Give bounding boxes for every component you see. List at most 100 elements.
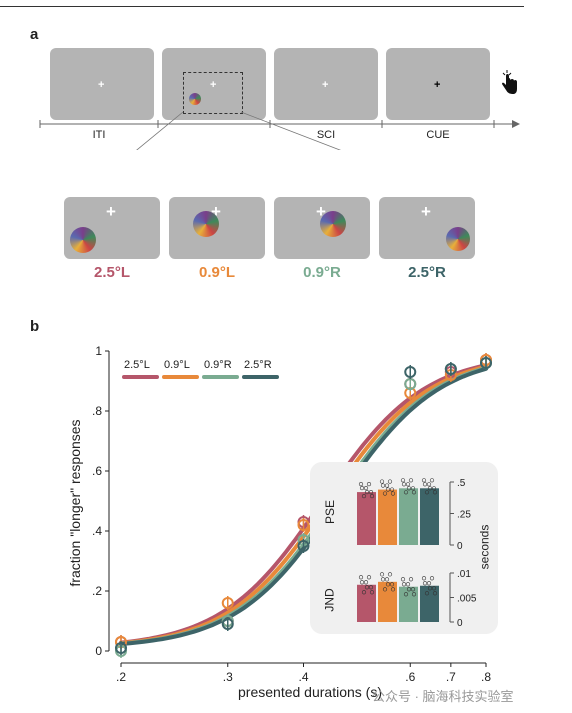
grating-stimulus xyxy=(193,211,219,237)
pse-dot xyxy=(424,490,430,495)
fixation-cross: + xyxy=(98,79,105,91)
pse-dot xyxy=(380,483,386,488)
inset-seconds-label: seconds xyxy=(477,524,492,570)
condition-label-2.5L: 2.5°L xyxy=(93,264,130,281)
pse-dot xyxy=(385,487,391,492)
pse-dot xyxy=(359,485,365,491)
grating-stimulus xyxy=(189,93,201,105)
pse-dot xyxy=(363,485,369,491)
jnd-dot xyxy=(426,581,432,586)
y-tick-label: 1 xyxy=(95,344,102,358)
jnd-bar-3 xyxy=(420,585,439,622)
jnd-dot xyxy=(422,581,428,586)
jnd-dot xyxy=(421,576,427,581)
jnd-dot xyxy=(410,587,416,592)
legend-label: 2.5°L xyxy=(124,359,150,371)
jnd-dot xyxy=(366,575,372,580)
jnd-dot xyxy=(401,582,407,587)
jnd-dot xyxy=(368,585,374,590)
jnd-dot xyxy=(400,577,406,582)
y-tick-label: .6 xyxy=(92,464,102,478)
pse-dot xyxy=(368,489,374,495)
timeline-axis xyxy=(39,111,520,150)
stimulus-screen xyxy=(162,48,266,120)
grating-stimulus xyxy=(446,227,470,251)
pse-dot xyxy=(389,487,395,492)
cue-screen xyxy=(386,48,490,120)
zoom-box xyxy=(183,72,243,114)
pse-tick-label: 0 xyxy=(457,541,463,552)
pse-dot xyxy=(421,478,427,483)
sci-screen xyxy=(274,48,378,120)
legend-label: 0.9°L xyxy=(164,359,190,371)
pse-bar-0 xyxy=(357,492,376,545)
pse-dot xyxy=(358,481,364,487)
fixation-cross: + xyxy=(106,202,116,221)
jnd-dot xyxy=(389,582,395,587)
inset-jnd-label: JND xyxy=(322,588,337,612)
y-tick-label: .4 xyxy=(92,524,102,538)
pse-dot xyxy=(410,486,416,491)
legend-label: 0.9°R xyxy=(204,359,232,371)
fixation-cross: + xyxy=(211,202,221,221)
pse-dot xyxy=(411,490,417,495)
pse-dot xyxy=(422,482,428,487)
pse-dot xyxy=(429,478,435,483)
iti-screen xyxy=(50,48,154,120)
jnd-dot xyxy=(408,577,414,582)
jnd-dot xyxy=(424,591,430,596)
watermark: 公众号 · 脑海科技实验室 xyxy=(372,689,514,704)
jnd-bar-2 xyxy=(399,586,418,622)
data-point-3 xyxy=(480,357,492,369)
pse-dot xyxy=(369,493,375,499)
jnd-dot xyxy=(359,580,365,585)
jnd-dot xyxy=(432,591,438,596)
jnd-dot xyxy=(361,590,367,595)
data-point-3 xyxy=(444,363,457,375)
jnd-dot xyxy=(380,577,386,582)
jnd-tick-label: .01 xyxy=(457,569,471,580)
timeline-label-iti: ITI xyxy=(92,129,106,141)
pse-dot xyxy=(384,483,390,488)
jnd-dot xyxy=(382,587,388,592)
pse-dot xyxy=(405,482,411,487)
timeline-label-sci: SCI xyxy=(316,129,336,141)
data-point-3 xyxy=(297,540,310,552)
x-tick-label: .3 xyxy=(223,670,233,684)
pse-tick-label: .5 xyxy=(457,478,466,489)
grating-stimulus xyxy=(320,211,346,237)
y-tick-label: 0 xyxy=(95,644,102,658)
jnd-dot xyxy=(429,576,435,581)
pse-dot xyxy=(400,478,406,483)
jnd-dot xyxy=(379,572,385,577)
pse-dot xyxy=(364,489,370,495)
data-point-1 xyxy=(297,519,310,531)
pse-bar-3 xyxy=(420,488,439,545)
pse-bar-2 xyxy=(399,488,418,545)
jnd-dot xyxy=(403,592,409,597)
pse-dot xyxy=(431,486,437,491)
pse-dot xyxy=(426,482,432,487)
fixation-cross: + xyxy=(421,202,431,221)
pse-dot xyxy=(427,486,433,491)
fixation-cross: + xyxy=(210,79,217,91)
fixation-cross: + xyxy=(316,202,326,221)
pse-tick-label: .25 xyxy=(457,510,471,521)
jnd-dot xyxy=(431,586,437,591)
condition-label-0.9L: 0.9°L xyxy=(198,264,235,281)
data-point-3 xyxy=(115,642,127,654)
jnd-dot xyxy=(406,587,412,592)
top-rule xyxy=(0,6,524,7)
pse-dot xyxy=(366,481,372,487)
jnd-tick-label: 0 xyxy=(457,618,463,629)
jnd-dot xyxy=(427,586,433,591)
jnd-dot xyxy=(387,572,393,577)
jnd-dot xyxy=(405,582,411,587)
jnd-dot xyxy=(411,592,417,597)
condition-label-2.5R: 2.5°R xyxy=(408,264,446,281)
pse-dot xyxy=(390,491,396,496)
panel-b-letter: b xyxy=(30,318,40,335)
inset-pse-label: PSE xyxy=(323,499,338,525)
